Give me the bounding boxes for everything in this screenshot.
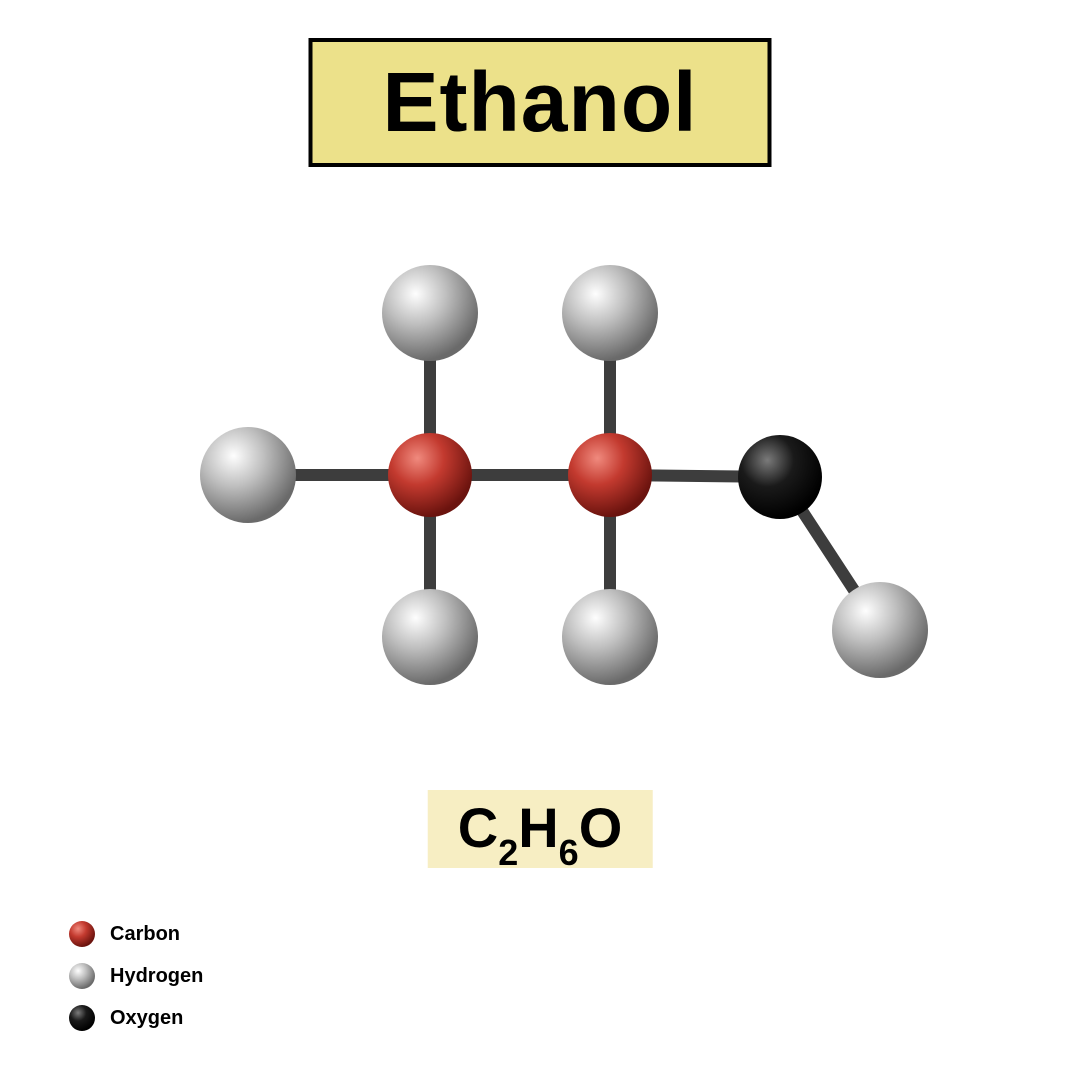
legend-item: Oxygen [68, 1004, 203, 1032]
atom-carbon [568, 433, 652, 517]
chemical-formula: C2H6O [428, 790, 653, 868]
formula-text: C2H6O [458, 834, 623, 851]
title-box: Ethanol [309, 38, 772, 167]
legend-item: Carbon [68, 920, 203, 948]
atom-hydrogen [382, 265, 478, 361]
oxygen-icon [68, 1004, 96, 1032]
atom-hydrogen [832, 582, 928, 678]
atom-hydrogen [562, 265, 658, 361]
legend-label: Hydrogen [110, 965, 203, 988]
atom-carbon [388, 433, 472, 517]
formula-symbol: O [579, 796, 623, 859]
legend-item: Hydrogen [68, 962, 203, 990]
atom-oxygen [738, 435, 822, 519]
atom-hydrogen [562, 589, 658, 685]
legend: Carbon Hydrogen Oxygen [68, 920, 203, 1046]
molecule-diagram [0, 235, 1080, 715]
formula-symbol: C [458, 796, 498, 859]
formula-symbol: H [518, 796, 558, 859]
legend-label: Oxygen [110, 1007, 183, 1030]
title-text: Ethanol [383, 55, 698, 149]
atom-hydrogen [200, 427, 296, 523]
hydrogen-icon [68, 962, 96, 990]
formula-subscript: 6 [559, 832, 579, 873]
legend-label: Carbon [110, 923, 180, 946]
atom-hydrogen [382, 589, 478, 685]
carbon-icon [68, 920, 96, 948]
formula-subscript: 2 [498, 832, 518, 873]
molecule-svg [0, 235, 1080, 715]
